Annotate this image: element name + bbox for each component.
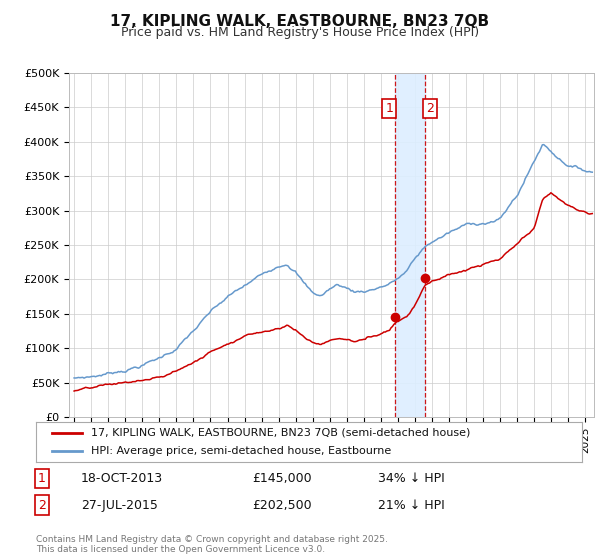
Text: 2: 2 bbox=[426, 102, 434, 115]
Bar bbox=[395, 73, 425, 417]
Text: 21% ↓ HPI: 21% ↓ HPI bbox=[378, 498, 445, 512]
Text: 27-JUL-2015: 27-JUL-2015 bbox=[81, 498, 158, 512]
Text: 34% ↓ HPI: 34% ↓ HPI bbox=[378, 472, 445, 486]
Text: 1: 1 bbox=[38, 472, 46, 486]
Text: 18-OCT-2013: 18-OCT-2013 bbox=[81, 472, 163, 486]
Text: HPI: Average price, semi-detached house, Eastbourne: HPI: Average price, semi-detached house,… bbox=[91, 446, 391, 456]
Text: 17, KIPLING WALK, EASTBOURNE, BN23 7QB: 17, KIPLING WALK, EASTBOURNE, BN23 7QB bbox=[110, 14, 490, 29]
Text: Price paid vs. HM Land Registry's House Price Index (HPI): Price paid vs. HM Land Registry's House … bbox=[121, 26, 479, 39]
Text: 17, KIPLING WALK, EASTBOURNE, BN23 7QB (semi-detached house): 17, KIPLING WALK, EASTBOURNE, BN23 7QB (… bbox=[91, 428, 470, 438]
Text: 1: 1 bbox=[385, 102, 393, 115]
Text: £145,000: £145,000 bbox=[252, 472, 311, 486]
Text: Contains HM Land Registry data © Crown copyright and database right 2025.
This d: Contains HM Land Registry data © Crown c… bbox=[36, 535, 388, 554]
Text: 2: 2 bbox=[38, 498, 46, 512]
Text: £202,500: £202,500 bbox=[252, 498, 311, 512]
